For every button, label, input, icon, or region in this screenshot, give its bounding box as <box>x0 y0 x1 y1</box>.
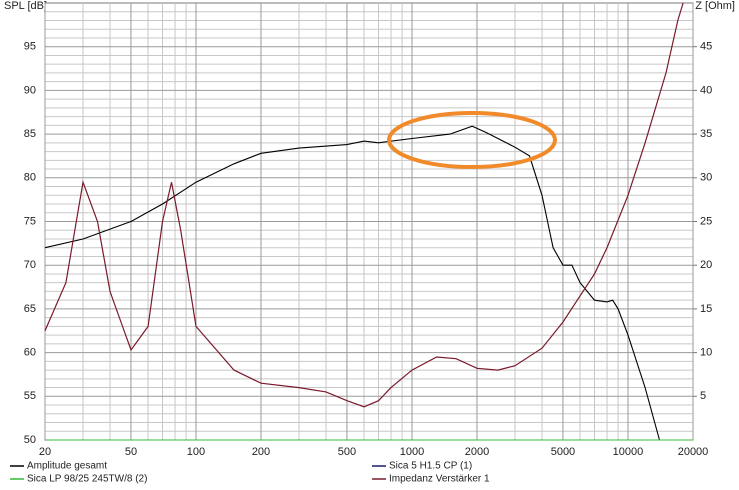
y-tick-label: 55 <box>24 390 36 402</box>
y-tick-label: 85 <box>24 128 36 140</box>
series-line <box>44 2 684 408</box>
x-tick-label: 200 <box>252 446 270 458</box>
y2-tick-label: 45 <box>700 41 712 53</box>
y-axis-label: SPL [dB] <box>4 0 47 12</box>
x-tick-label: 50 <box>125 446 137 458</box>
y2-tick-label: 5 <box>700 390 706 402</box>
y-tick-label: 70 <box>24 259 36 271</box>
y-tick-label: 90 <box>24 84 36 96</box>
y2-tick-label: 40 <box>700 84 712 96</box>
y2-tick-label: 15 <box>700 303 712 315</box>
y-tick-label: 65 <box>24 303 36 315</box>
series-line <box>44 125 661 441</box>
x-tick-label: 20 <box>39 446 51 458</box>
y2-tick-label: 25 <box>700 215 712 227</box>
y2-tick-label: 30 <box>700 172 712 184</box>
y-tick-label: 75 <box>24 215 36 227</box>
x-tick-label: 20000 <box>678 446 709 458</box>
x-tick-label: 500 <box>338 446 356 458</box>
y-tick-label: 95 <box>24 41 36 53</box>
y-tick-label: 60 <box>24 347 36 359</box>
y2-axis-label: Z [Ohm] <box>695 0 735 12</box>
legend-label: Amplitude gesamt <box>27 461 107 472</box>
legend-label: Sica LP 98/25 245TW/8 (2) <box>27 474 147 485</box>
highlight-ellipse <box>387 111 557 169</box>
y-tick-label: 80 <box>24 172 36 184</box>
legend-label: Sica 5 H1.5 CP (1) <box>389 461 472 472</box>
legend-label: Impedanz Verstärker 1 <box>389 474 490 485</box>
x-tick-label: 1000 <box>400 446 424 458</box>
x-tick-label: 2000 <box>465 446 489 458</box>
x-tick-label: 5000 <box>551 446 575 458</box>
x-tick-label: 10000 <box>613 446 644 458</box>
y-tick-label: 50 <box>24 434 36 446</box>
y2-tick-label: 35 <box>700 128 712 140</box>
x-tick-label: 100 <box>187 446 205 458</box>
y2-tick-label: 10 <box>700 347 712 359</box>
y2-tick-label: 20 <box>700 259 712 271</box>
